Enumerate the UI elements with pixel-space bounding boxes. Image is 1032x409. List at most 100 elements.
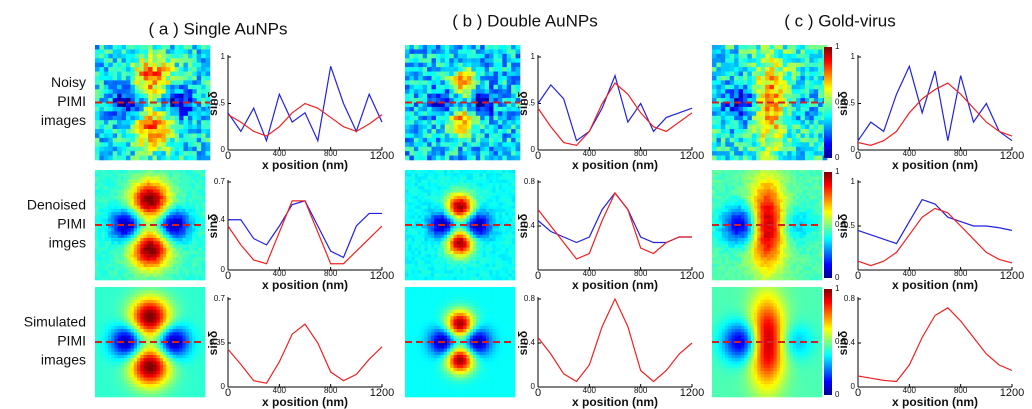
pixel — [421, 173, 425, 177]
pixel — [137, 244, 141, 248]
pixel — [195, 248, 199, 252]
pixel — [105, 267, 109, 271]
pixel — [431, 212, 435, 216]
pixel — [467, 129, 472, 134]
pixel — [434, 248, 438, 252]
pixel — [512, 274, 516, 278]
pixel — [201, 133, 206, 138]
pixel — [756, 72, 761, 77]
pixel — [499, 248, 503, 252]
pixel — [150, 183, 154, 187]
pixel — [428, 241, 432, 245]
pixel — [460, 274, 464, 278]
pixel — [105, 270, 109, 274]
pixel — [505, 196, 509, 200]
pixel — [405, 196, 409, 200]
pixel — [812, 180, 816, 184]
pixel — [741, 209, 745, 213]
pixel — [486, 241, 490, 245]
pixel — [189, 189, 193, 193]
pixel — [502, 202, 506, 206]
pixel — [418, 67, 423, 72]
pixel — [783, 63, 788, 68]
pixel — [715, 176, 719, 180]
pixel — [114, 270, 118, 274]
pixel — [502, 238, 506, 242]
pixel — [450, 176, 454, 180]
pixel — [436, 89, 441, 94]
pixel — [101, 202, 105, 206]
pixel — [176, 189, 180, 193]
pixel — [454, 244, 458, 248]
pixel — [806, 199, 810, 203]
pixel — [470, 270, 474, 274]
pixel — [105, 199, 109, 203]
pixel — [496, 176, 500, 180]
pixel — [735, 209, 739, 213]
pixel — [199, 274, 203, 278]
pixel — [741, 170, 745, 174]
pixel — [778, 156, 783, 161]
pixel — [470, 267, 474, 271]
pixel — [436, 80, 441, 85]
pixel — [449, 49, 454, 54]
pixel — [186, 173, 190, 177]
pixel — [486, 238, 490, 242]
pixel — [445, 103, 450, 108]
pixel — [476, 45, 481, 50]
pixel — [712, 45, 717, 50]
pixel — [134, 193, 138, 197]
pixel — [777, 173, 781, 177]
pixel — [95, 277, 99, 281]
pixel — [150, 274, 154, 278]
pixel — [712, 111, 717, 116]
pixel — [114, 189, 118, 193]
pixel — [108, 248, 112, 252]
pixel — [179, 206, 183, 210]
pixel — [466, 196, 470, 200]
pixel — [761, 72, 766, 77]
pixel — [202, 261, 206, 265]
pixel — [108, 49, 113, 54]
pixel — [111, 248, 115, 252]
pixel — [502, 129, 507, 134]
pixel — [445, 147, 450, 152]
pixel — [201, 67, 206, 72]
pixel — [415, 264, 419, 268]
pixel — [405, 241, 409, 245]
pixel — [122, 54, 127, 59]
pixel — [735, 170, 739, 174]
pixel — [777, 212, 781, 216]
pixel — [144, 107, 149, 112]
pixel — [440, 49, 445, 54]
pixel — [725, 176, 729, 180]
pixel — [156, 251, 160, 255]
pixel — [131, 180, 135, 184]
pixel — [492, 215, 496, 219]
pixel — [98, 248, 102, 252]
pixel — [408, 241, 412, 245]
pixel — [126, 72, 131, 77]
pixel — [421, 196, 425, 200]
pixel — [734, 58, 739, 63]
pixel — [473, 241, 477, 245]
pixel — [485, 54, 490, 59]
pixel — [192, 183, 196, 187]
pixel — [189, 209, 193, 213]
pixel — [147, 173, 151, 177]
pixel — [444, 170, 448, 174]
pixel — [712, 147, 717, 152]
pixel — [415, 212, 419, 216]
pixel — [166, 189, 170, 193]
pixel — [153, 186, 157, 190]
pixel — [502, 193, 506, 197]
pixel — [505, 257, 509, 261]
pixel — [765, 49, 770, 54]
pixel — [114, 180, 118, 184]
pixel — [458, 72, 463, 77]
pixel — [95, 49, 100, 54]
pixel — [144, 261, 148, 265]
pixel — [728, 196, 732, 200]
pixel — [507, 49, 512, 54]
pixel — [516, 142, 521, 147]
